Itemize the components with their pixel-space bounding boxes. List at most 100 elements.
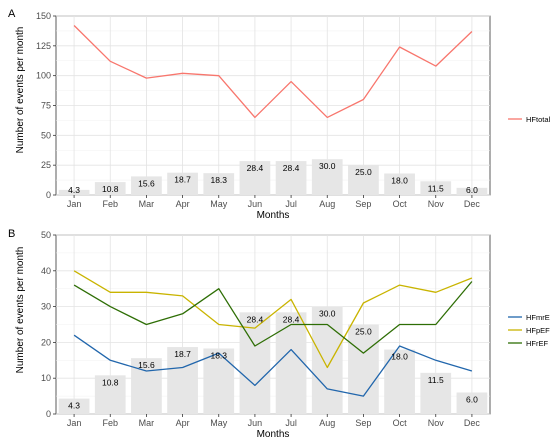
bar: [58, 189, 90, 195]
bar-label: 25.0: [355, 327, 372, 337]
y-tick-label: 50: [41, 230, 51, 240]
bar-label: 18.3: [210, 175, 227, 185]
x-tick-label: May: [210, 199, 228, 209]
x-tick-label: Jan: [67, 199, 82, 209]
y-tick-label: 100: [36, 71, 51, 81]
bar-label: 28.4: [283, 163, 300, 173]
bar-label: 28.4: [283, 314, 300, 324]
x-axis-title: Months: [257, 429, 290, 440]
bar-label: 6.0: [466, 395, 478, 405]
x-tick-label: Sep: [355, 418, 371, 428]
panel-label: A: [8, 8, 16, 20]
x-tick-label: Dec: [464, 199, 481, 209]
x-tick-label: Aug: [319, 199, 335, 209]
bar-label: 18.7: [174, 349, 191, 359]
bar: [384, 173, 415, 195]
y-tick-label: 40: [41, 266, 51, 276]
series-line-hfpef: [73, 270, 473, 369]
legend: HFtotal: [508, 115, 550, 124]
x-tick-label: Jul: [285, 418, 297, 428]
panel-a: 4.3 10.8 15.6 18.7 18.3 28.4 28.4 30.0 25.0 18.0 1…: [8, 8, 550, 221]
panel-b: 4.3 10.8 15.6 18.7 18.3 28.4 28.4 30.0 25.0 18.0 1…: [8, 228, 550, 440]
bar: [348, 324, 379, 414]
y-tick-label: 25: [41, 160, 51, 170]
bar-label: 4.3: [68, 401, 80, 411]
x-tick-label: Apr: [176, 199, 190, 209]
bar: [203, 173, 235, 195]
y-tick-label: 50: [41, 130, 51, 140]
y-tick-label: 0: [46, 409, 51, 419]
bar: [131, 176, 162, 195]
x-tick-label: Jan: [67, 418, 82, 428]
x-tick-label: Oct: [393, 199, 408, 209]
bar: [420, 181, 452, 195]
bar: [94, 375, 126, 414]
y-axis-title: Number of events per month: [15, 247, 26, 374]
series-line-hfmref: [73, 334, 473, 397]
x-tick-label: Feb: [102, 418, 118, 428]
x-tick-label: Apr: [176, 418, 190, 428]
bar-label: 15.6: [138, 360, 155, 370]
x-tick-label: Mar: [139, 199, 155, 209]
bar: [58, 398, 90, 414]
x-tick-label: Aug: [319, 418, 335, 428]
bar-label: 18.7: [174, 175, 191, 185]
y-tick-label: 10: [41, 373, 51, 383]
legend-label: HFtotal: [526, 115, 550, 124]
bar-label: 11.5: [428, 183, 444, 193]
bar-label: 11.5: [428, 375, 444, 385]
bar: [456, 392, 488, 414]
bar: [167, 347, 198, 414]
bar: [94, 182, 126, 195]
series-line-hftotal: [73, 25, 473, 119]
y-tick-label: 30: [41, 302, 51, 312]
bar: [275, 312, 307, 414]
bar: [239, 161, 271, 195]
bar: [167, 172, 198, 195]
bar-label: 25.0: [355, 167, 372, 177]
bar-label: 30.0: [319, 309, 336, 319]
x-tick-label: Nov: [428, 418, 445, 428]
legend-label: HFmrEF: [526, 313, 550, 322]
x-tick-label: Jul: [285, 199, 297, 209]
bar-label: 18.0: [391, 352, 408, 362]
y-tick-label: 150: [36, 11, 51, 21]
x-axis-title: Months: [257, 210, 290, 221]
x-tick-label: Jun: [248, 199, 263, 209]
bar: [311, 159, 343, 195]
y-axis-title: Number of events per month: [15, 27, 26, 154]
bar-label: 4.3: [68, 185, 80, 195]
y-tick-label: 20: [41, 337, 51, 347]
y-tick-label: 0: [46, 190, 51, 200]
x-tick-label: May: [210, 418, 228, 428]
bar-label: 6.0: [466, 185, 478, 195]
bar-label: 18.3: [210, 350, 227, 360]
bar: [203, 348, 235, 414]
x-tick-label: Sep: [355, 199, 371, 209]
x-tick-label: Feb: [102, 199, 118, 209]
bar: [456, 187, 488, 195]
bar: [348, 165, 379, 195]
y-tick-label: 125: [36, 41, 51, 51]
y-tick-label: 75: [41, 101, 51, 111]
legend-label: HFpEF: [526, 326, 550, 335]
legend-label: HFrEF: [526, 339, 548, 348]
bar: [311, 306, 343, 414]
bar-label: 10.8: [102, 184, 119, 194]
bar: [420, 372, 452, 414]
series-line-hfref: [73, 281, 473, 354]
bar-label: 28.4: [247, 163, 264, 173]
bar-label: 30.0: [319, 161, 336, 171]
x-tick-label: Dec: [464, 418, 481, 428]
bar-label: 10.8: [102, 377, 119, 387]
bar-label: 18.0: [391, 176, 408, 186]
x-tick-label: Jun: [248, 418, 263, 428]
bar-label: 15.6: [138, 178, 155, 188]
bar-label: 28.4: [247, 314, 264, 324]
panel-label: B: [8, 228, 15, 240]
x-tick-label: Nov: [428, 199, 445, 209]
x-tick-label: Oct: [393, 418, 408, 428]
legend: HFmrEF HFpEF HFrEF: [508, 313, 550, 348]
x-tick-label: Mar: [139, 418, 155, 428]
